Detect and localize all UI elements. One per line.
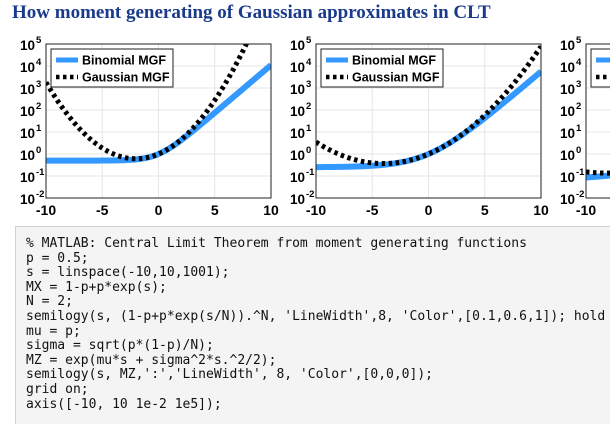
gaussian-mgf-line	[46, 44, 250, 162]
code-line: MX = 1-p+p*exp(s);	[26, 279, 167, 295]
axis-frame	[45, 43, 272, 199]
y-tick-exponent: 5	[576, 35, 582, 46]
y-tick-exponent: -1	[306, 167, 315, 178]
code-line: N = 2;	[26, 294, 73, 310]
y-tick-base: 10	[20, 126, 35, 141]
y-tick-exponent: -1	[36, 167, 45, 178]
binomial-mgf-line	[316, 69, 541, 171]
code-block: % MATLAB: Central Limit Theorem from mom…	[15, 226, 610, 424]
y-tick-base: 10	[560, 104, 575, 119]
x-tick-label: 10	[533, 202, 549, 218]
code-line: semilogy(s, (1-p+p*exp(s/N)).^N, 'LineWi…	[26, 308, 610, 324]
y-tick-exponent: -2	[306, 189, 314, 200]
page-title: How moment generating of Gaussian approx…	[12, 2, 491, 23]
y-tick-exponent: 4	[306, 57, 312, 68]
y-tick-base: 10	[560, 82, 575, 97]
y-tick-exponent: 1	[306, 123, 312, 134]
code-line: % MATLAB: Central Limit Theorem from mom…	[26, 236, 527, 251]
code-line: semilogy(s, MZ,':','LineWidth', 8, 'Colo…	[26, 367, 433, 383]
legend-box	[320, 48, 444, 88]
x-tick-label: 5	[211, 202, 219, 218]
y-tick-base: 10	[20, 104, 35, 119]
x-tick-label: 5	[481, 202, 489, 218]
legend-box	[590, 48, 610, 88]
y-tick-base: 10	[290, 126, 305, 141]
legend-box	[50, 48, 174, 88]
legend: Binomial MGF Gaussian MGF	[50, 48, 174, 88]
x-tick-label: -10	[576, 202, 596, 218]
y-tick-base: 10	[560, 148, 575, 163]
y-tick-base: 10	[290, 192, 305, 207]
code-line: axis([-10, 10 1e-2 1e5]);	[26, 396, 222, 412]
legend: Binomial MGF Gaussian MGF	[320, 48, 444, 88]
code-line: s = linspace(-10,10,1001);	[26, 265, 230, 281]
code-line: MZ = exp(mu*s + sigma^2*s.^2/2);	[26, 352, 277, 368]
y-tick-exponent: 3	[306, 79, 311, 90]
axis-frame	[585, 43, 610, 199]
y-tick-base: 10	[290, 104, 305, 119]
y-tick-exponent: 1	[576, 123, 582, 134]
binomial-mgf-line	[46, 62, 271, 164]
y-tick-exponent: 3	[576, 79, 581, 90]
x-tick-label: -10	[306, 202, 326, 218]
legend-label: Gaussian MGF	[352, 71, 440, 85]
y-tick-base: 10	[560, 38, 575, 53]
x-tick-label: 10	[263, 202, 279, 218]
x-tick-label: -10	[36, 202, 56, 218]
y-tick-base: 10	[560, 60, 575, 75]
y-tick-base: 10	[290, 170, 305, 185]
y-tick-base: 10	[20, 60, 35, 75]
y-tick-base: 10	[290, 38, 305, 53]
charts-strip: -10 -5 0 5 10 10 -2 10 -1 10 0 10 1 10 2 10 3 10 4 10 5 Binom…	[0, 26, 610, 224]
x-tick-label: 0	[425, 202, 433, 218]
y-tick-base: 10	[20, 148, 35, 163]
y-tick-base: 10	[20, 192, 35, 207]
code-line: p = 0.5;	[26, 250, 89, 266]
y-tick-base: 10	[20, 82, 35, 97]
y-tick-exponent: 1	[36, 123, 42, 134]
code-line: sigma = sqrt(p*(1-p)/N);	[26, 338, 214, 354]
y-tick-base: 10	[560, 170, 575, 185]
y-tick-exponent: 4	[576, 57, 582, 68]
legend-label: Binomial MGF	[82, 54, 166, 68]
y-tick-exponent: 2	[306, 101, 311, 112]
legend	[590, 48, 610, 88]
y-tick-base: 10	[20, 170, 35, 185]
y-tick-exponent: 2	[576, 101, 581, 112]
gaussian-mgf-line	[586, 169, 610, 176]
y-tick-exponent: 5	[306, 35, 312, 46]
y-tick-exponent: 5	[36, 35, 42, 46]
y-tick-exponent: -2	[36, 189, 44, 200]
y-tick-base: 10	[290, 82, 305, 97]
y-tick-exponent: 2	[36, 101, 41, 112]
y-tick-base: 10	[290, 148, 305, 163]
y-tick-exponent: 0	[36, 145, 41, 156]
y-tick-base: 10	[560, 126, 575, 141]
y-tick-exponent: 0	[306, 145, 311, 156]
x-tick-label: -5	[96, 202, 109, 218]
legend-label: Binomial MGF	[352, 54, 436, 68]
y-tick-base: 10	[20, 38, 35, 53]
code-line: grid on;	[26, 381, 89, 397]
x-tick-label: 0	[155, 202, 163, 218]
y-tick-exponent: -2	[576, 189, 584, 200]
y-tick-exponent: 3	[36, 79, 41, 90]
code-line: mu = p;	[26, 323, 81, 339]
x-tick-label: -5	[366, 202, 379, 218]
y-tick-exponent: -1	[576, 167, 585, 178]
y-tick-base: 10	[560, 192, 575, 207]
axis-frame	[315, 43, 542, 199]
legend-label: Gaussian MGF	[82, 71, 170, 85]
y-tick-exponent: 4	[36, 57, 42, 68]
binomial-mgf-line	[586, 172, 610, 181]
y-tick-exponent: 0	[576, 145, 581, 156]
y-tick-base: 10	[290, 60, 305, 75]
matlab-code: % MATLAB: Central Limit Theorem from mom…	[16, 227, 610, 412]
